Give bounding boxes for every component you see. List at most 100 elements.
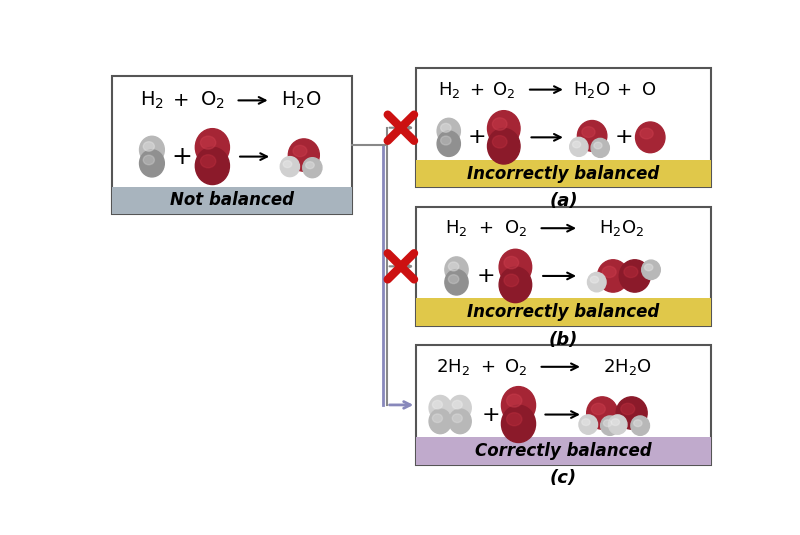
Ellipse shape — [631, 416, 650, 435]
Ellipse shape — [487, 111, 520, 146]
Ellipse shape — [578, 120, 607, 151]
Text: +: + — [478, 219, 494, 237]
Ellipse shape — [492, 118, 507, 130]
Ellipse shape — [452, 400, 462, 409]
Ellipse shape — [642, 260, 660, 279]
Ellipse shape — [602, 266, 616, 278]
Text: (b): (b) — [549, 331, 578, 349]
Ellipse shape — [302, 158, 322, 178]
Text: O: O — [642, 81, 656, 98]
Ellipse shape — [582, 127, 595, 137]
Ellipse shape — [452, 414, 462, 423]
Ellipse shape — [603, 420, 612, 426]
Text: +: + — [173, 91, 190, 110]
Ellipse shape — [609, 415, 627, 434]
Text: (c): (c) — [550, 469, 577, 487]
Ellipse shape — [449, 395, 471, 420]
Ellipse shape — [587, 272, 606, 292]
Ellipse shape — [445, 270, 468, 295]
Ellipse shape — [616, 397, 647, 429]
Text: H$_2$O: H$_2$O — [282, 90, 322, 111]
Ellipse shape — [624, 266, 638, 278]
Ellipse shape — [441, 136, 451, 145]
Text: +: + — [480, 358, 495, 376]
Ellipse shape — [437, 131, 460, 156]
Text: O$_2$: O$_2$ — [504, 357, 527, 377]
Text: (a): (a) — [549, 192, 578, 210]
Text: H$_2$: H$_2$ — [140, 90, 164, 111]
Text: 2H$_2$: 2H$_2$ — [437, 357, 470, 377]
Ellipse shape — [433, 414, 442, 423]
Ellipse shape — [579, 415, 598, 434]
Text: +: + — [171, 144, 192, 169]
Ellipse shape — [441, 124, 451, 132]
Ellipse shape — [590, 276, 598, 283]
Ellipse shape — [288, 139, 319, 171]
Bar — [416, 299, 710, 326]
Ellipse shape — [449, 409, 471, 434]
Bar — [112, 76, 352, 215]
Ellipse shape — [143, 155, 154, 165]
Ellipse shape — [139, 150, 164, 177]
Ellipse shape — [433, 400, 442, 409]
Text: H$_2$O$_2$: H$_2$O$_2$ — [599, 218, 644, 238]
Text: H$_2$: H$_2$ — [446, 218, 468, 238]
Ellipse shape — [201, 155, 216, 168]
Ellipse shape — [502, 405, 535, 442]
Text: +: + — [477, 266, 495, 286]
Ellipse shape — [293, 146, 307, 157]
Bar — [416, 159, 710, 187]
Text: +: + — [482, 404, 501, 425]
Text: H$_2$: H$_2$ — [438, 80, 460, 100]
Text: +: + — [614, 127, 634, 147]
Ellipse shape — [448, 274, 459, 284]
Ellipse shape — [591, 403, 606, 415]
Ellipse shape — [640, 128, 653, 139]
Ellipse shape — [502, 387, 535, 424]
Ellipse shape — [645, 264, 653, 271]
Ellipse shape — [437, 118, 460, 144]
Ellipse shape — [611, 419, 619, 425]
Text: +: + — [469, 81, 484, 98]
Ellipse shape — [504, 256, 518, 269]
Ellipse shape — [201, 136, 216, 149]
Bar — [416, 437, 710, 464]
Ellipse shape — [586, 397, 618, 429]
Ellipse shape — [499, 267, 532, 303]
Text: O$_2$: O$_2$ — [504, 218, 527, 238]
Text: H$_2$O: H$_2$O — [574, 80, 611, 100]
Text: +: + — [616, 81, 631, 98]
Ellipse shape — [601, 416, 619, 435]
Ellipse shape — [283, 160, 292, 167]
Ellipse shape — [429, 395, 451, 420]
Ellipse shape — [621, 403, 634, 415]
Ellipse shape — [195, 128, 230, 166]
Ellipse shape — [139, 136, 164, 163]
Text: Correctly balanced: Correctly balanced — [475, 442, 652, 460]
Text: Incorrectly balanced: Incorrectly balanced — [467, 165, 659, 182]
Text: +: + — [467, 127, 486, 147]
Text: O$_2$: O$_2$ — [492, 80, 515, 100]
Ellipse shape — [280, 157, 299, 177]
Bar — [416, 345, 710, 464]
Ellipse shape — [582, 419, 590, 425]
Ellipse shape — [573, 141, 581, 148]
Ellipse shape — [619, 260, 650, 292]
Ellipse shape — [306, 162, 314, 169]
Ellipse shape — [195, 147, 230, 185]
Ellipse shape — [634, 420, 642, 426]
Ellipse shape — [445, 257, 468, 282]
Ellipse shape — [594, 142, 602, 149]
Bar — [416, 207, 710, 326]
Text: O$_2$: O$_2$ — [200, 90, 225, 111]
Ellipse shape — [429, 409, 451, 434]
Text: 2H$_2$O: 2H$_2$O — [602, 357, 651, 377]
Ellipse shape — [635, 122, 665, 152]
Ellipse shape — [143, 142, 154, 151]
Ellipse shape — [506, 412, 522, 426]
Text: Incorrectly balanced: Incorrectly balanced — [467, 303, 659, 321]
Bar — [416, 68, 710, 187]
Ellipse shape — [591, 139, 610, 157]
Ellipse shape — [506, 394, 522, 407]
Text: Not balanced: Not balanced — [170, 192, 294, 210]
